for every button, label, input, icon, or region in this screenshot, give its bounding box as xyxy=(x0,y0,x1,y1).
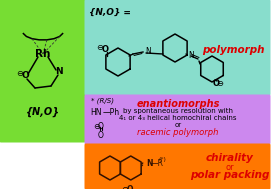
Text: ⊖: ⊖ xyxy=(93,122,100,131)
Text: HN: HN xyxy=(90,108,102,117)
Text: polar packing: polar packing xyxy=(190,170,270,180)
Text: O: O xyxy=(98,131,104,140)
Text: Rh: Rh xyxy=(35,49,51,59)
Text: {N,O} =: {N,O} = xyxy=(89,8,131,17)
Text: O: O xyxy=(127,185,133,189)
Text: enantiomorphs: enantiomorphs xyxy=(136,99,220,109)
Text: O: O xyxy=(98,122,104,131)
Text: N: N xyxy=(55,67,63,77)
Text: —R: —R xyxy=(151,159,164,167)
Text: O: O xyxy=(212,78,220,88)
Text: O: O xyxy=(21,71,29,81)
Text: N: N xyxy=(145,47,151,57)
FancyBboxPatch shape xyxy=(85,143,270,189)
Text: N: N xyxy=(188,50,194,60)
Text: polymorph: polymorph xyxy=(202,45,265,55)
Text: 4₁ or 4₃ helical homochiral chains: 4₁ or 4₃ helical homochiral chains xyxy=(119,115,237,121)
Text: {N,O}: {N,O} xyxy=(26,107,60,117)
Text: * (R/S): * (R/S) xyxy=(91,98,114,105)
Text: ⊖: ⊖ xyxy=(217,80,224,88)
Text: ⊖: ⊖ xyxy=(121,185,128,189)
Text: racemic polymorph: racemic polymorph xyxy=(137,128,219,137)
Text: or: or xyxy=(226,163,234,172)
Text: or: or xyxy=(175,122,182,128)
Text: N: N xyxy=(146,159,152,167)
Text: ⊖: ⊖ xyxy=(17,70,24,78)
Text: chirality: chirality xyxy=(206,153,254,163)
Text: —Ph: —Ph xyxy=(103,108,120,117)
FancyBboxPatch shape xyxy=(85,0,270,95)
Text: by spontaneous resolution with: by spontaneous resolution with xyxy=(123,108,233,114)
Text: ⊖: ⊖ xyxy=(96,43,104,53)
FancyBboxPatch shape xyxy=(0,0,85,143)
FancyBboxPatch shape xyxy=(85,94,270,145)
Text: (*): (*) xyxy=(159,157,167,163)
Text: O: O xyxy=(102,46,108,54)
